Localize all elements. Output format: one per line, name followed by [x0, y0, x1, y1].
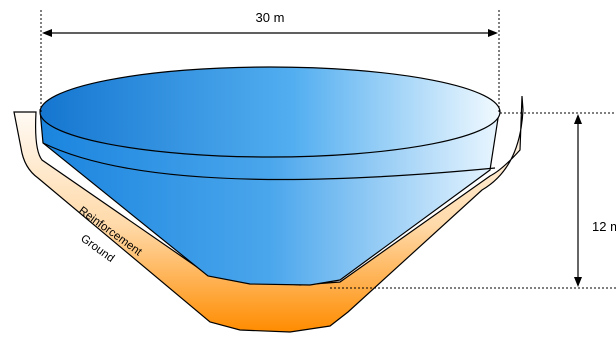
arrow-head-left [42, 29, 52, 37]
arrow-head-top [574, 114, 582, 124]
water-surface [39, 66, 501, 158]
water-band-line [42, 142, 496, 181]
arrow-head-bottom [574, 277, 582, 287]
arrow-head-right [488, 29, 498, 37]
water-body [39, 109, 500, 286]
height-label: 12 m [592, 219, 616, 234]
width-label: 30 m [256, 10, 285, 25]
